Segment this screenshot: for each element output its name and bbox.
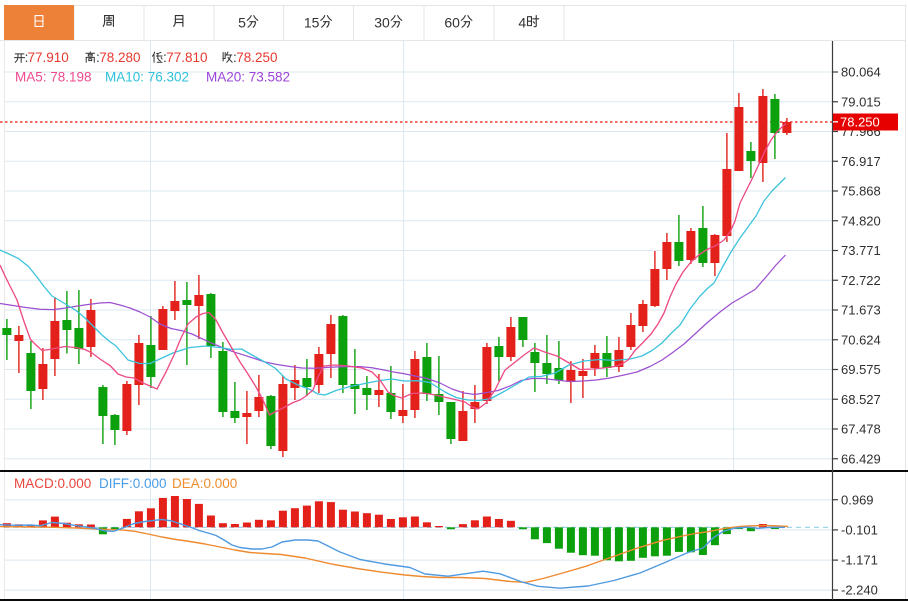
svg-text:MA10: 76.302: MA10: 76.302 bbox=[105, 70, 189, 85]
svg-text:68.527: 68.527 bbox=[841, 392, 881, 407]
svg-text:15: 15 bbox=[304, 14, 320, 30]
svg-text:MACD:0.000: MACD:0.000 bbox=[14, 476, 91, 491]
svg-text:DIFF:0.000: DIFF:0.000 bbox=[99, 476, 167, 491]
svg-text:77.910: 77.910 bbox=[28, 50, 69, 65]
svg-text:-0.101: -0.101 bbox=[841, 523, 878, 538]
svg-text:77.810: 77.810 bbox=[166, 50, 207, 65]
svg-text:75.868: 75.868 bbox=[841, 184, 881, 199]
svg-text:5: 5 bbox=[238, 14, 246, 30]
svg-text:78.250: 78.250 bbox=[236, 50, 277, 65]
svg-text:78.280: 78.280 bbox=[99, 50, 140, 65]
svg-text::: : bbox=[96, 50, 100, 65]
svg-text:4: 4 bbox=[518, 14, 526, 30]
svg-text:67.478: 67.478 bbox=[841, 422, 881, 437]
svg-text:72.722: 72.722 bbox=[841, 273, 881, 288]
svg-text:74.820: 74.820 bbox=[841, 213, 881, 228]
svg-text::: : bbox=[163, 50, 167, 65]
svg-text:78.250: 78.250 bbox=[840, 115, 880, 130]
svg-text::: : bbox=[233, 50, 237, 65]
svg-text:-1.171: -1.171 bbox=[841, 553, 878, 568]
svg-text:73.771: 73.771 bbox=[841, 243, 881, 258]
svg-text::: : bbox=[25, 50, 29, 65]
svg-text:71.673: 71.673 bbox=[841, 303, 881, 318]
svg-text:-2.240: -2.240 bbox=[841, 583, 878, 598]
svg-text:76.917: 76.917 bbox=[841, 154, 881, 169]
svg-text:70.624: 70.624 bbox=[841, 332, 881, 347]
svg-text:60: 60 bbox=[444, 14, 460, 30]
svg-text:30: 30 bbox=[374, 14, 390, 30]
svg-text:69.575: 69.575 bbox=[841, 362, 881, 377]
svg-text:MA20: 73.582: MA20: 73.582 bbox=[206, 70, 290, 85]
svg-text:0.969: 0.969 bbox=[841, 492, 874, 507]
svg-text:66.429: 66.429 bbox=[841, 451, 881, 466]
svg-text:MA5: 78.198: MA5: 78.198 bbox=[15, 70, 92, 85]
svg-text:DEA:0.000: DEA:0.000 bbox=[172, 476, 237, 491]
svg-text:79.015: 79.015 bbox=[841, 94, 881, 109]
svg-text:80.064: 80.064 bbox=[841, 65, 881, 80]
